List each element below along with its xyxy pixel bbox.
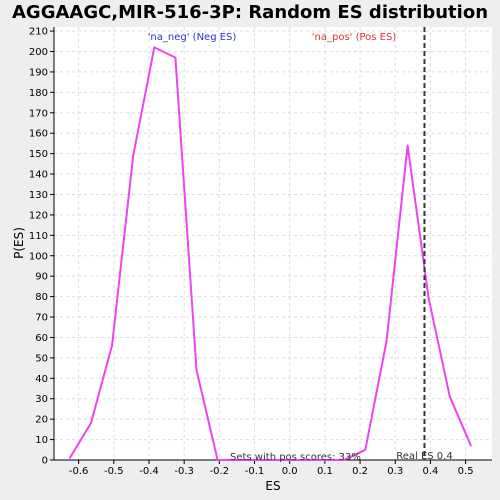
y-tick-label-3: 30 bbox=[35, 394, 48, 405]
y-tick-label-13: 130 bbox=[29, 190, 48, 201]
grid-lines bbox=[54, 27, 492, 461]
y-tick-label-0: 0 bbox=[42, 456, 48, 467]
x-tick-label-2: -0.4 bbox=[139, 466, 159, 477]
y-tick-label-4: 40 bbox=[35, 374, 48, 385]
series-lines bbox=[68, 46, 472, 461]
y-tick-label-10: 100 bbox=[29, 251, 48, 262]
x-tick-label-0: -0.6 bbox=[69, 466, 89, 477]
x-axis-ticks: -0.6 -0.5 -0.4 -0.3 -0.2 -0.1 0.0 0.1 0.2 0.3 0.4 0… bbox=[69, 460, 474, 477]
plot-area bbox=[54, 27, 492, 460]
data-point-0-11 bbox=[301, 459, 303, 461]
pos-score-annotation: Sets with pos scores: 33% bbox=[230, 452, 361, 463]
y-tick-label-20: 200 bbox=[29, 47, 48, 58]
data-point-0-14 bbox=[364, 448, 367, 451]
data-point-0-19 bbox=[470, 444, 472, 447]
chart-title: AGGAAGC,MIR-516-3P: Random ES distributi… bbox=[12, 2, 488, 23]
x-tick-label-1: -0.5 bbox=[104, 466, 124, 477]
y-tick-label-6: 60 bbox=[35, 333, 48, 344]
y-tick-label-9: 90 bbox=[35, 272, 48, 283]
y-tick-label-17: 170 bbox=[29, 108, 48, 119]
data-point-0-15 bbox=[385, 340, 388, 343]
data-point-0-6 bbox=[195, 369, 198, 371]
data-point-0-13 bbox=[343, 459, 346, 461]
y-tick-label-21: 210 bbox=[29, 27, 48, 38]
x-tick-label-4: -0.2 bbox=[210, 466, 230, 477]
y-tick-label-2: 20 bbox=[35, 415, 48, 426]
x-tick-label-11: 0.5 bbox=[458, 466, 474, 477]
y-tick-label-19: 190 bbox=[29, 67, 48, 78]
data-point-0-9 bbox=[259, 459, 261, 461]
x-tick-label-6: 0.0 bbox=[282, 466, 298, 477]
data-point-0-18 bbox=[448, 395, 451, 398]
series-line-0 bbox=[68, 46, 472, 461]
y-tick-label-12: 120 bbox=[29, 210, 48, 221]
x-tick-label-7: 0.1 bbox=[317, 466, 333, 477]
y-tick-label-16: 160 bbox=[29, 129, 48, 140]
y-tick-label-8: 80 bbox=[35, 292, 48, 303]
data-point-0-10 bbox=[280, 459, 282, 461]
y-tick-label-15: 150 bbox=[29, 149, 48, 160]
y-tick-label-7: 70 bbox=[35, 313, 48, 324]
real-es-label: Real ES 0.4 bbox=[396, 451, 452, 462]
data-point-0-8 bbox=[237, 459, 240, 461]
y-tick-label-5: 50 bbox=[35, 353, 48, 364]
data-point-0-16 bbox=[406, 144, 409, 147]
data-point-0-12 bbox=[322, 459, 324, 461]
legend-pos-label: 'na_pos' (Pos ES) bbox=[312, 32, 397, 43]
y-tick-label-1: 10 bbox=[35, 435, 48, 446]
x-tick-label-8: 0.2 bbox=[352, 466, 368, 477]
x-tick-label-5: -0.1 bbox=[245, 466, 265, 477]
x-axis-label: ES bbox=[265, 479, 280, 493]
x-tick-label-3: -0.3 bbox=[174, 466, 194, 477]
data-point-0-0 bbox=[69, 457, 71, 459]
data-point-0-4 bbox=[153, 46, 156, 49]
data-point-0-2 bbox=[111, 344, 113, 347]
data-point-0-7 bbox=[216, 459, 219, 461]
y-tick-label-14: 140 bbox=[29, 170, 48, 181]
data-point-0-17 bbox=[427, 297, 430, 300]
data-point-0-3 bbox=[132, 154, 134, 157]
data-point-0-1 bbox=[90, 422, 92, 425]
reference-line-group: Real ES 0.4 bbox=[396, 27, 453, 462]
legend-neg-label: 'na_neg' (Neg ES) bbox=[148, 32, 237, 43]
y-axis-ticks: 0 10 20 30 40 50 60 70 80 90 100 110 120 130 140 150 160… bbox=[29, 27, 54, 467]
y-tick-label-11: 110 bbox=[29, 231, 48, 242]
data-point-0-5 bbox=[174, 56, 177, 59]
x-tick-label-10: 0.4 bbox=[422, 466, 438, 477]
x-tick-label-9: 0.3 bbox=[387, 466, 403, 477]
y-axis-label: P(ES) bbox=[12, 227, 26, 259]
y-tick-label-18: 180 bbox=[29, 88, 48, 99]
